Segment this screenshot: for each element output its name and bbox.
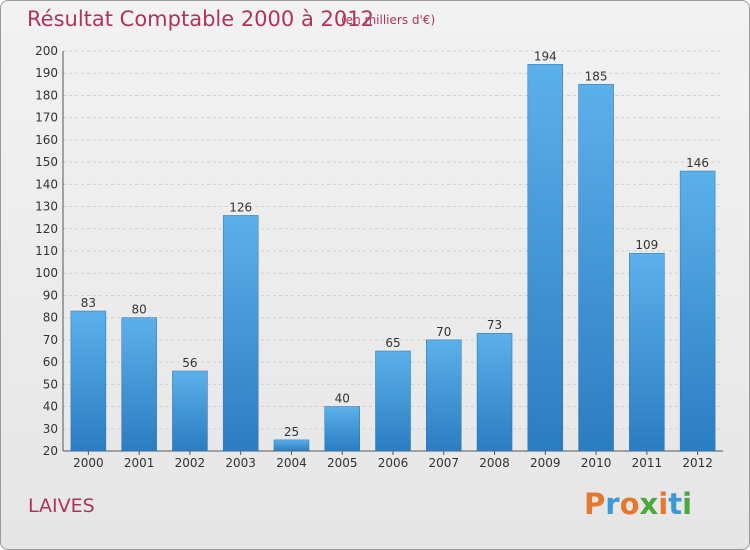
bar — [527, 64, 564, 452]
bar-value-label: 56 — [182, 356, 197, 370]
x-tick-label: 2006 — [378, 456, 409, 470]
bar — [578, 84, 614, 452]
bar-value-label: 194 — [534, 49, 557, 63]
brand-letter: P — [584, 487, 606, 521]
y-tick-label: 140 — [35, 177, 58, 191]
bar-value-label: 25 — [284, 425, 299, 439]
bar-value-label: 70 — [436, 325, 451, 339]
y-tick-label: 190 — [35, 66, 58, 80]
y-tick-label: 200 — [35, 44, 58, 58]
bar — [679, 170, 716, 452]
y-tick-label: 70 — [43, 333, 58, 347]
bar-value-label: 185 — [585, 69, 608, 83]
x-tick-label: 2000 — [73, 456, 104, 470]
proxiti-logo[interactable]: Proxiti — [584, 487, 692, 521]
brand-letter: i — [682, 487, 693, 521]
bar — [70, 310, 107, 452]
y-tick-label: 110 — [35, 244, 58, 258]
bar — [426, 339, 462, 452]
y-tick-label: 50 — [43, 377, 58, 391]
bar-value-label: 80 — [132, 303, 147, 317]
x-tick-label: 2002 — [175, 456, 206, 470]
bar-value-label: 40 — [335, 392, 350, 406]
x-tick-label: 2008 — [479, 456, 510, 470]
bar-value-label: 83 — [81, 296, 96, 310]
bar-value-label: 109 — [635, 238, 658, 252]
brand-letter: o — [619, 487, 640, 521]
y-tick-label: 60 — [43, 355, 58, 369]
chart-title: Résultat Comptable 2000 à 2012 — [27, 7, 374, 31]
bar — [172, 370, 208, 452]
x-tick-label: 2009 — [530, 456, 561, 470]
bar-value-label: 146 — [686, 156, 709, 170]
x-tick-label: 2011 — [632, 456, 663, 470]
x-tick-label: 2010 — [581, 456, 612, 470]
place-name: LAIVES — [28, 495, 95, 517]
x-tick-label: 2007 — [428, 456, 459, 470]
y-tick-label: 80 — [43, 311, 58, 325]
bar — [629, 252, 665, 452]
y-tick-label: 120 — [35, 222, 58, 236]
y-tick-label: 100 — [35, 266, 58, 280]
bar — [121, 317, 157, 452]
brand-letter: i — [658, 487, 669, 521]
y-tick-label: 30 — [43, 422, 58, 436]
bar — [222, 215, 259, 452]
x-tick-label: 2005 — [327, 456, 358, 470]
brand-letter: t — [668, 487, 683, 521]
bar — [476, 332, 513, 452]
chart-subtitle: (en milliers d'€) — [341, 13, 436, 27]
bar-value-label: 126 — [229, 200, 252, 214]
y-tick-label: 130 — [35, 200, 58, 214]
brand-letter: r — [605, 487, 620, 521]
y-tick-label: 20 — [43, 444, 58, 458]
bar — [324, 406, 360, 452]
y-tick-label: 160 — [35, 133, 58, 147]
y-tick-label: 170 — [35, 111, 58, 125]
brand-letter: x — [639, 487, 659, 521]
y-tick-label: 40 — [43, 400, 58, 414]
x-tick-label: 2003 — [225, 456, 256, 470]
x-tick-label: 2012 — [682, 456, 713, 470]
bar — [375, 350, 411, 452]
bar-value-label: 65 — [385, 336, 400, 350]
y-tick-label: 150 — [35, 155, 58, 169]
y-tick-label: 90 — [43, 288, 58, 302]
bar — [273, 439, 310, 452]
bar-value-label: 73 — [487, 318, 502, 332]
y-tick-label: 180 — [35, 88, 58, 102]
x-tick-label: 2004 — [276, 456, 307, 470]
x-tick-label: 2001 — [124, 456, 155, 470]
